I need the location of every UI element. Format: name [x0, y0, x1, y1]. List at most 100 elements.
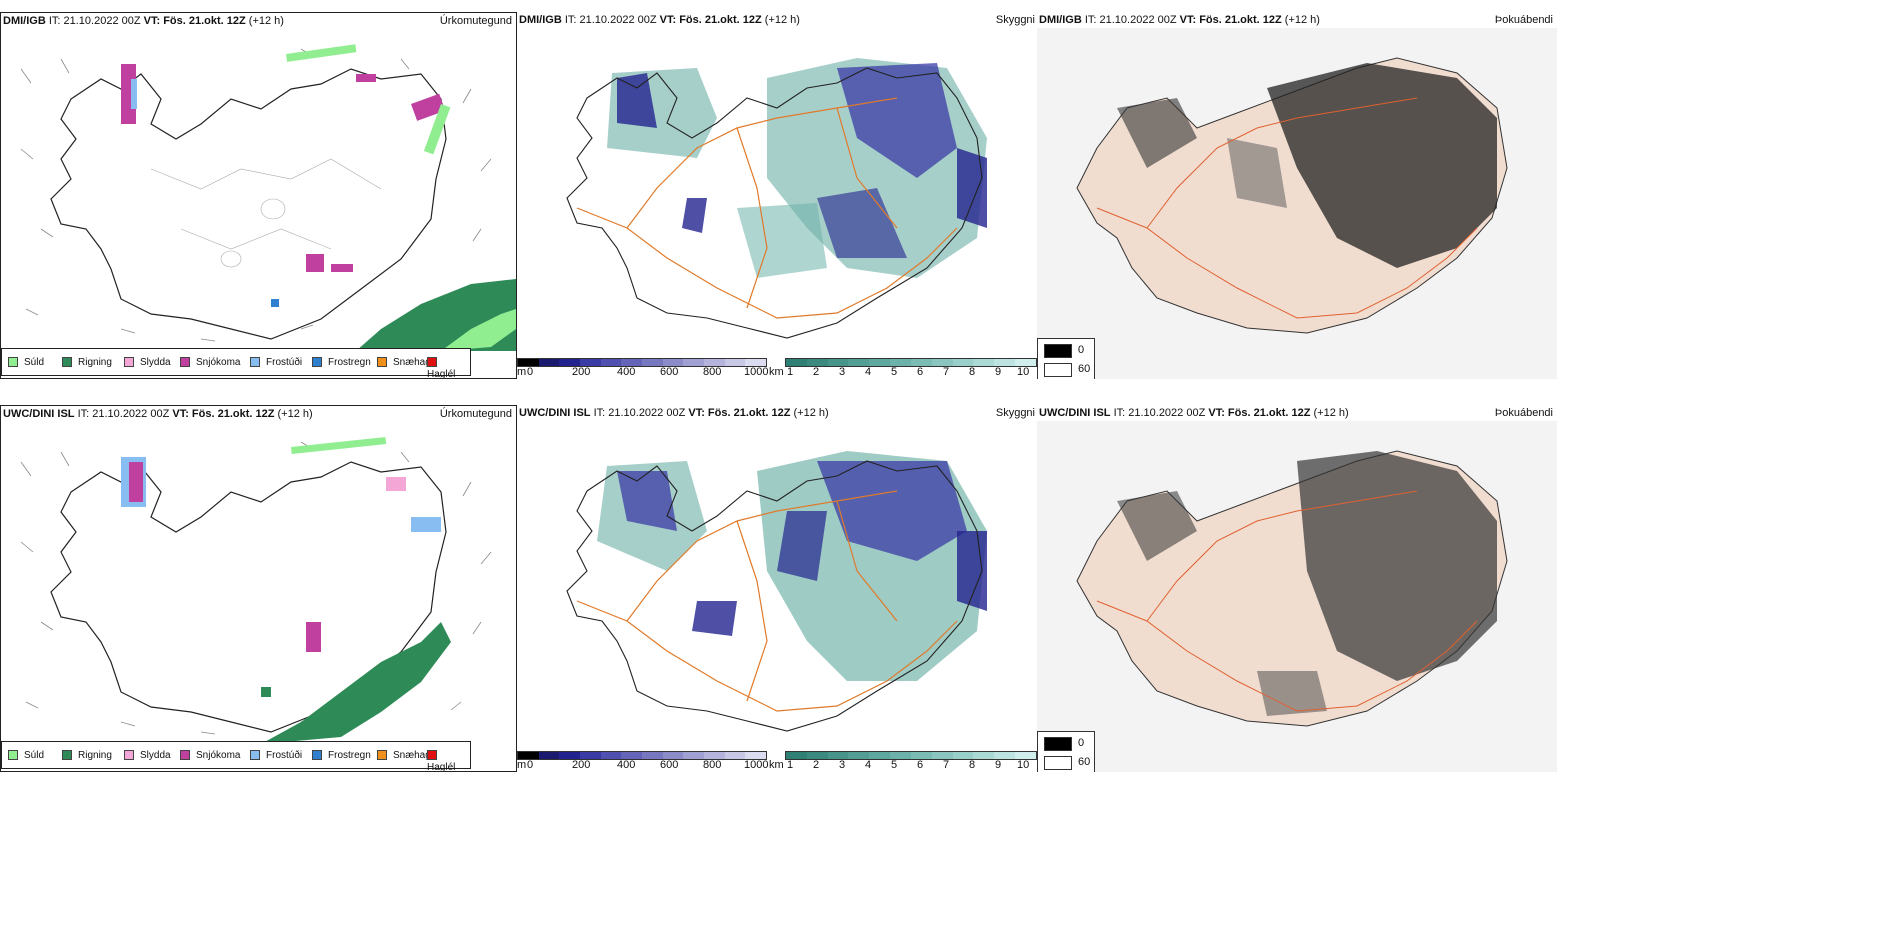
precip-type-map	[20, 437, 492, 744]
fog-legend: 0 60	[1037, 338, 1095, 379]
precip-legend: Súld Rigning Slydda Snjókoma Frostúði Fr…	[1, 348, 471, 378]
tick-m-600: 600	[660, 759, 679, 771]
fog-legend-label-0: 0	[1078, 737, 1085, 749]
roads	[1096, 97, 1478, 319]
panel-title: Þokuábendi	[1494, 407, 1553, 419]
scale-cell	[745, 752, 767, 759]
roads	[576, 490, 958, 712]
fog-legend-label-0: 0	[1078, 344, 1085, 356]
panel-header: DMI/IGB IT: 21.10.2022 00Z VT: Fös. 21.o…	[517, 12, 1037, 28]
tick-m-0: 0	[527, 366, 534, 378]
fog-legend: 0 60	[1037, 731, 1095, 772]
panel-header: UWC/DINI ISL IT: 21.10.2022 00Z VT: Fös.…	[517, 405, 1037, 421]
scale-cell	[662, 752, 684, 759]
legend-swatch	[124, 750, 134, 761]
scale-cell	[910, 752, 932, 759]
scale-cell	[973, 359, 995, 366]
scale-cell	[806, 752, 828, 759]
iceland-outline	[566, 67, 983, 339]
model-name: UWC/DINI ISL	[3, 408, 75, 420]
precip-legend: Súld Rigning Slydda Snjókoma Frostúði Fr…	[1, 741, 471, 771]
scale-cell	[518, 752, 539, 759]
lead-time: (+12 h)	[764, 14, 800, 26]
legend-item-frostregn: Frostregn	[312, 357, 371, 369]
scale-cell	[704, 359, 725, 366]
scale-cell	[621, 359, 643, 366]
scale-cell	[642, 752, 663, 759]
tick-m-200: 200	[572, 759, 591, 771]
unit-km: km	[769, 366, 784, 378]
scale-cell	[704, 752, 725, 759]
legend-swatch	[8, 357, 18, 368]
cloud-scale-km	[785, 358, 1037, 367]
tick-km-7: 7	[943, 759, 950, 771]
tick-km-5: 5	[891, 759, 898, 771]
scale-cell	[806, 359, 828, 366]
tick-km-8: 8	[969, 759, 976, 771]
tick-m-0: 0	[527, 759, 534, 771]
legend-item-suld: Súld	[8, 750, 44, 762]
panel-header: UWC/DINI ISL IT: 21.10.2022 00Z VT: Fös.…	[1037, 405, 1557, 421]
legend-item-snaehagl: Snæhagl	[377, 750, 433, 762]
legend-swatch	[377, 357, 387, 368]
tick-km-2: 2	[813, 759, 820, 771]
scale-cell	[580, 359, 601, 366]
cloud-fields	[597, 451, 987, 681]
scale-cell	[1015, 359, 1036, 366]
scale-cell	[600, 752, 622, 759]
model-name: UWC/DINI ISL	[519, 407, 591, 419]
scale-cell	[931, 752, 953, 759]
legend-swatch	[312, 357, 322, 368]
init-time: IT: 21.10.2022 00Z	[77, 408, 170, 420]
cloud-map	[566, 58, 987, 339]
wind-barbs	[20, 48, 492, 342]
scale-cell	[621, 752, 643, 759]
precip-areas	[121, 437, 451, 744]
tick-km-9: 9	[995, 759, 1002, 771]
legend-item-snjokoma: Snjókoma	[180, 357, 240, 369]
tick-m-200: 200	[572, 366, 591, 378]
model-name: DMI/IGB	[519, 14, 562, 26]
valid-time: VT: Fös. 21.okt. 12Z	[143, 15, 246, 27]
valid-time: VT: Fös. 21.okt. 12Z	[688, 407, 791, 419]
lead-time: (+12 h)	[793, 407, 829, 419]
lead-time: (+12 h)	[1284, 14, 1320, 26]
cloud-scale-km	[785, 751, 1037, 760]
cloud-panel-top: DMI/IGB IT: 21.10.2022 00Z VT: Fös. 21.o…	[517, 12, 1037, 379]
valid-time: VT: Fös. 21.okt. 12Z	[172, 408, 275, 420]
scale-cell	[952, 752, 974, 759]
fog-map	[1037, 28, 1557, 379]
precip-type-panel-bottom: UWC/DINI ISL IT: 21.10.2022 00Z VT: Fös.…	[0, 405, 517, 772]
panel-title: Þokuábendi	[1494, 14, 1553, 26]
tick-m-1000: 1000	[744, 366, 769, 378]
tick-m-400: 400	[617, 759, 636, 771]
roads	[1096, 490, 1478, 712]
legend-swatch	[124, 357, 134, 368]
legend-swatch	[180, 357, 190, 368]
legend-item-hagel: Haglél	[427, 357, 470, 378]
scale-cell	[848, 359, 870, 366]
iceland-outline	[50, 68, 447, 340]
tick-km-1: 1	[787, 366, 794, 378]
legend-item-suld: Súld	[8, 357, 44, 369]
fog-legend-label-60: 60	[1078, 363, 1091, 375]
unit-km: km	[769, 759, 784, 771]
legend-item-slydda: Slydda	[124, 357, 171, 369]
scale-cell	[559, 752, 581, 759]
tick-km-6: 6	[917, 759, 924, 771]
internal-contours	[150, 158, 382, 268]
lead-time: (+12 h)	[248, 15, 284, 27]
legend-swatch	[250, 357, 260, 368]
panel-header: DMI/IGB IT: 21.10.2022 00Z VT: Fös. 21.o…	[1, 13, 516, 29]
scale-cell	[683, 752, 705, 759]
legend-swatch	[312, 750, 322, 761]
tick-km-4: 4	[865, 759, 872, 771]
legend-item-hagel: Haglél	[427, 750, 470, 771]
scale-cell	[890, 359, 911, 366]
scale-cell	[973, 752, 995, 759]
lead-time: (+12 h)	[1313, 407, 1349, 419]
legend-item-rigning: Rigning	[62, 750, 112, 762]
scale-cell	[848, 752, 870, 759]
tick-km-8: 8	[969, 366, 976, 378]
unit-m: m	[517, 366, 527, 378]
